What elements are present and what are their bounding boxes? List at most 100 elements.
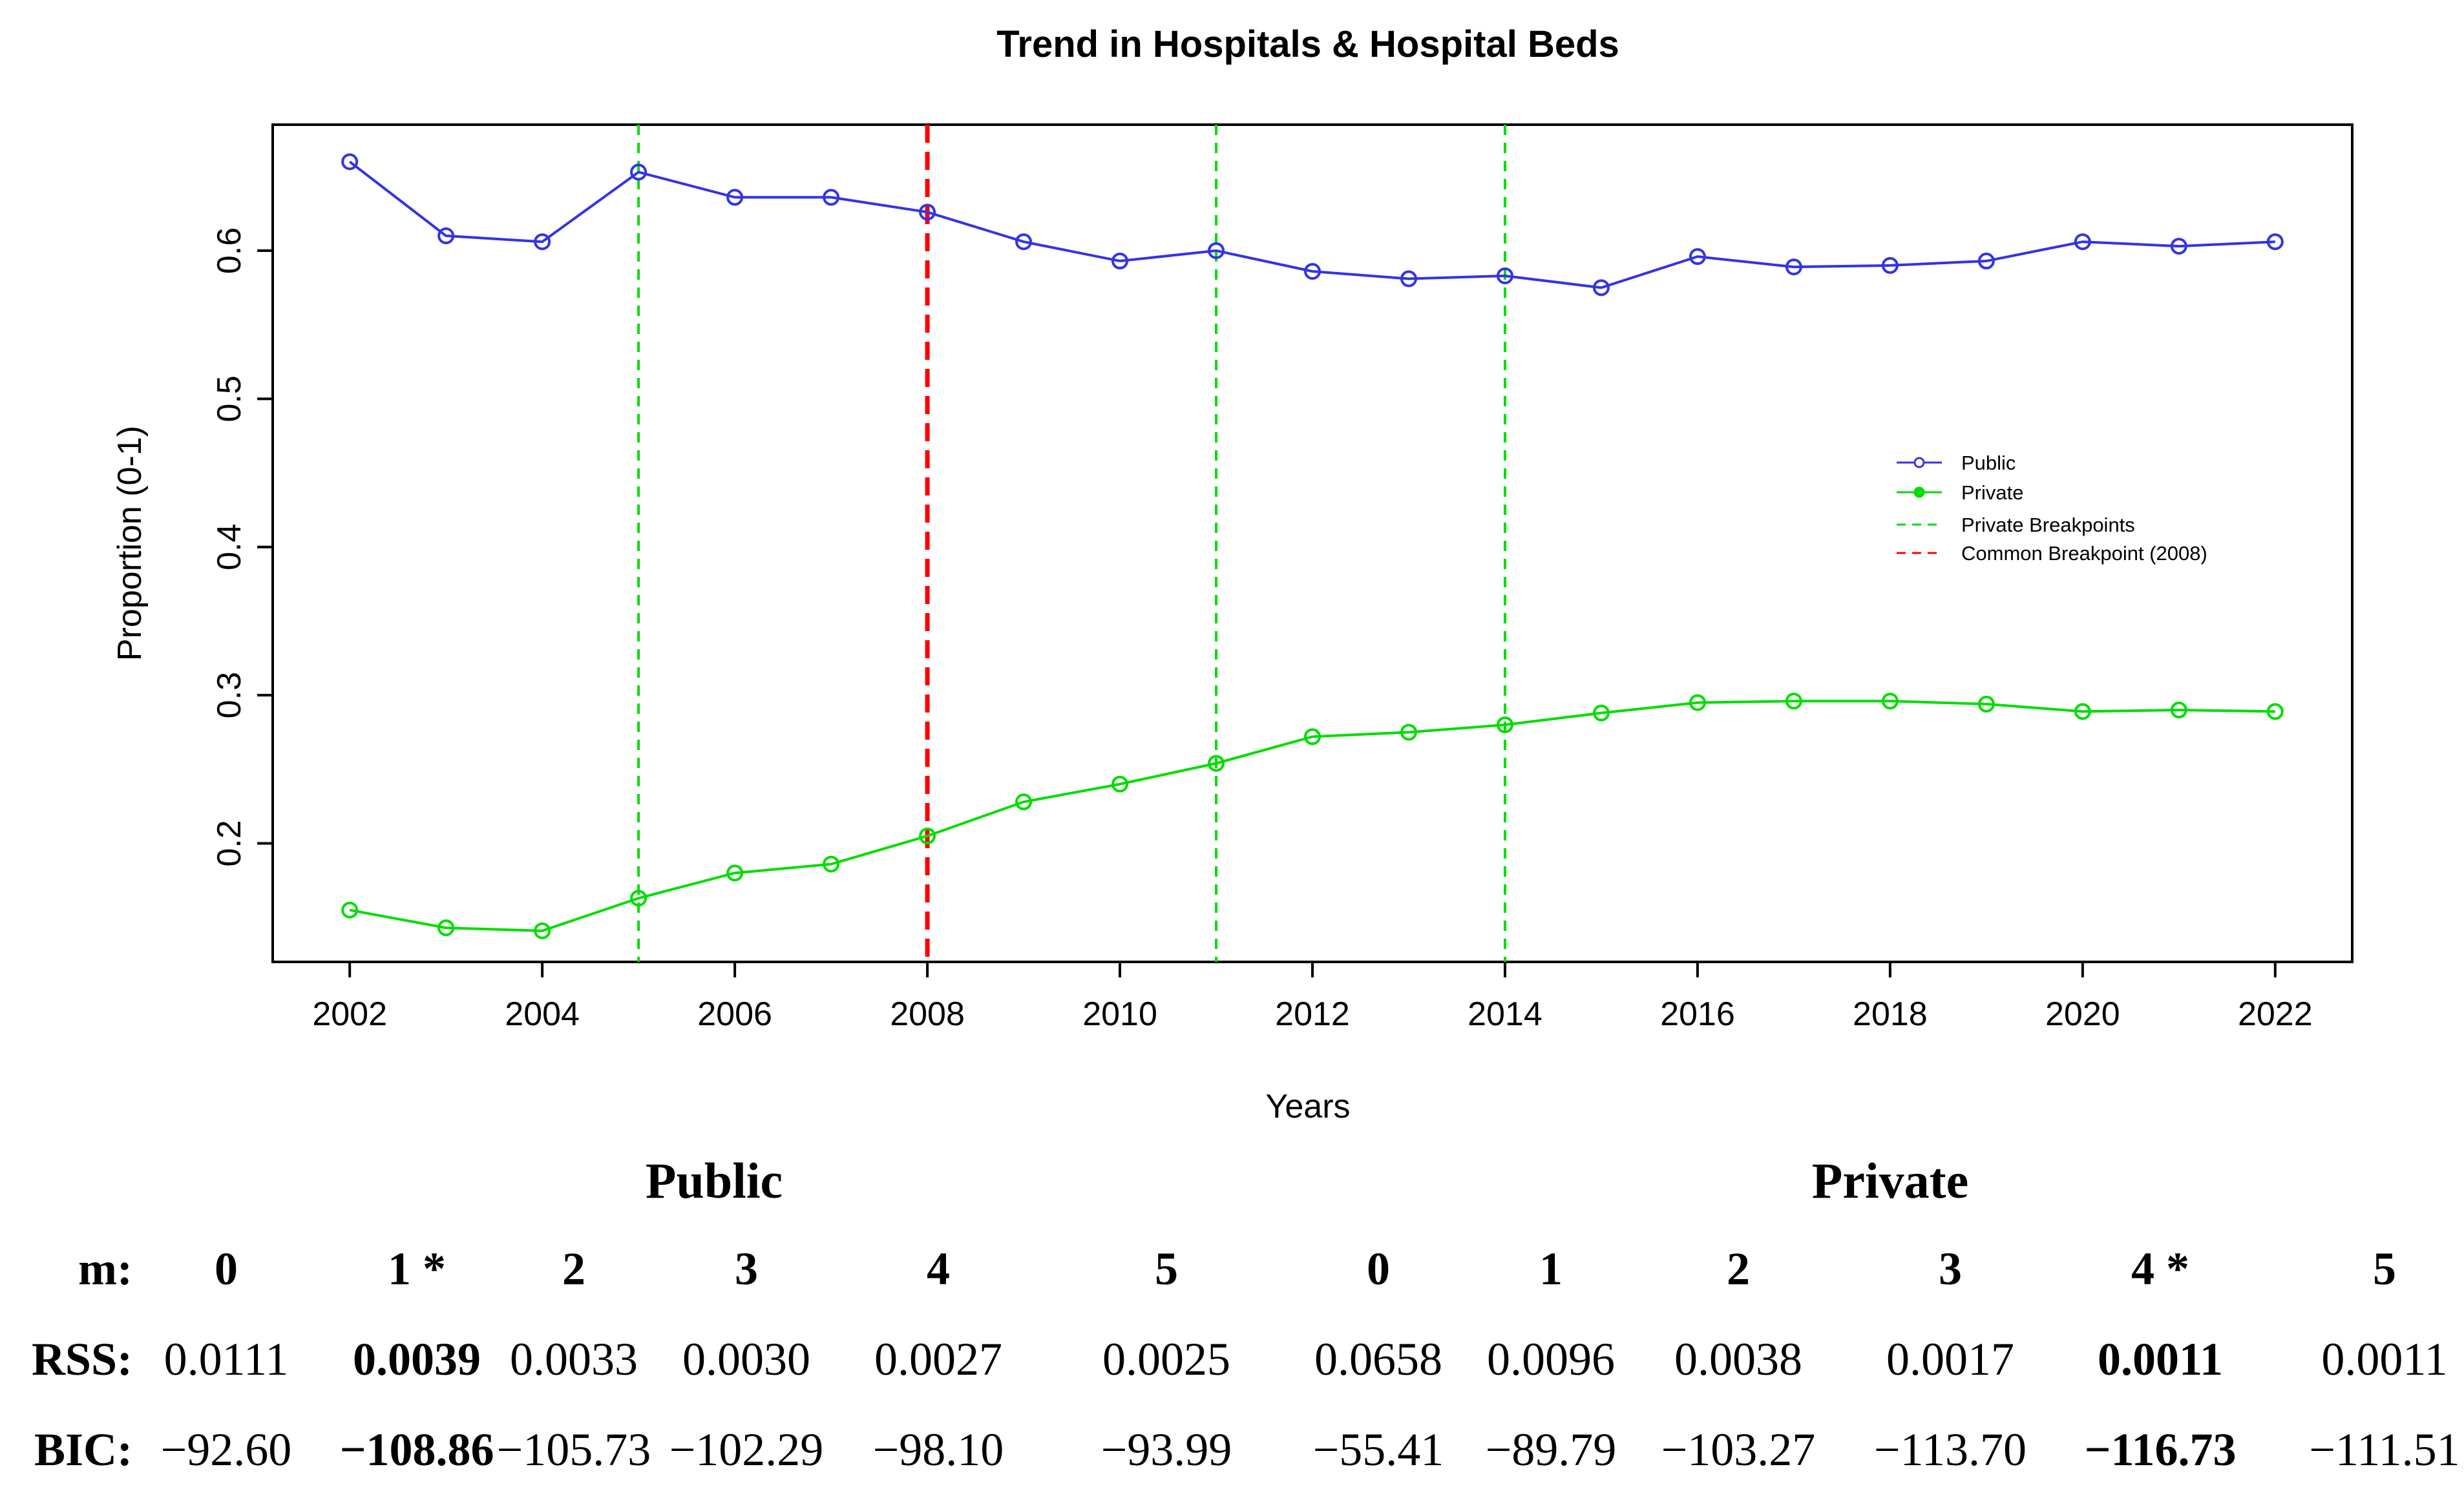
legend-marker-private [1913, 486, 1925, 498]
table-cell-m-9: 3 [1939, 1243, 1962, 1295]
private-point-2016 [1689, 694, 1706, 711]
x-tick-label-2022: 2022 [2238, 996, 2313, 1033]
table-cell-bic-8: −103.27 [1661, 1424, 1816, 1475]
table-cell-bic-6: −55.41 [1312, 1424, 1444, 1475]
public-point-2022 [2266, 233, 2284, 251]
private-point-2002 [341, 901, 359, 919]
x-tick-label-2010: 2010 [1082, 996, 1157, 1033]
public-point-2009 [1015, 233, 1033, 251]
private-point-2008 [919, 828, 936, 845]
group-title-private: Private [1811, 1152, 1969, 1209]
table-cell-m-2: 2 [562, 1243, 585, 1295]
table-cell-bic-9: −113.70 [1874, 1424, 2027, 1475]
private-point-2011 [1208, 755, 1225, 772]
table-cell-rss-9: 0.0017 [1886, 1333, 2014, 1385]
table-cell-m-8: 2 [1727, 1243, 1750, 1295]
public-point-2016 [1689, 248, 1706, 266]
private-point-2018 [1881, 693, 1899, 710]
public-point-2017 [1785, 258, 1802, 276]
x-tick-label-2020: 2020 [2045, 996, 2120, 1033]
table-cell-bic-2: −105.73 [496, 1424, 651, 1475]
group-title-public: Public [645, 1152, 783, 1209]
public-point-2012 [1304, 263, 1321, 280]
x-tick-label-2006: 2006 [697, 996, 772, 1033]
public-point-2005 [630, 163, 648, 181]
public-point-2021 [2170, 238, 2187, 255]
y-axis: 0.2 0.3 0.4 0.5 0.6 [211, 227, 273, 867]
private-point-2006 [726, 864, 744, 882]
public-point-2020 [2074, 233, 2091, 251]
public-point-2011 [1208, 242, 1225, 259]
table-cell-rss-1: 0.0039 [353, 1333, 481, 1385]
private-point-2003 [437, 919, 455, 937]
x-axis: 2002 2004 2006 2008 2010 2012 2014 2016 2018 2020… [312, 962, 2313, 1033]
y-tick-label-0.5: 0.5 [211, 375, 248, 422]
table-cell-rss-11: 0.0011 [2321, 1333, 2448, 1385]
legend-marker-public [1913, 457, 1925, 468]
table-cell-rss-3: 0.0030 [682, 1333, 810, 1385]
model-selection-table: Public Private m: RSS: BIC: 0 0.0111 −92.6… [0, 1150, 2464, 1491]
public-point-2010 [1111, 253, 1129, 270]
x-axis-label: Years [1265, 1088, 1350, 1125]
y-tick-label-0.2: 0.2 [211, 820, 248, 866]
private-point-2005 [630, 890, 648, 907]
x-tick-label-2018: 2018 [1853, 996, 1928, 1033]
public-point-2013 [1400, 270, 1417, 287]
y-tick-label-0.3: 0.3 [211, 672, 248, 718]
private-point-2015 [1592, 704, 1610, 722]
table-cell-bic-11: −111.51 [2309, 1424, 2460, 1475]
public-point-2006 [726, 189, 744, 206]
table-cell-rss-7: 0.0096 [1487, 1333, 1615, 1385]
public-point-2003 [437, 227, 455, 245]
public-point-2007 [823, 189, 840, 206]
table-cell-bic-0: −92.60 [160, 1424, 292, 1475]
breakpoint-lines [637, 125, 1506, 962]
table-cell-bic-1: −108.86 [339, 1424, 494, 1475]
line-chart: Trend in Hospitals & Hospital Beds 2002 2… [111, 23, 2353, 1125]
table-cell-m-6: 0 [1367, 1243, 1390, 1295]
legend: Public Private Private Breakpoints Common B… [1897, 452, 2207, 565]
table-cell-rss-5: 0.0025 [1102, 1333, 1230, 1385]
public-point-2004 [534, 233, 551, 251]
private-point-2010 [1111, 775, 1129, 793]
private-point-2012 [1304, 728, 1321, 746]
x-tick-label-2016: 2016 [1660, 996, 1735, 1033]
private-point-2021 [2170, 702, 2187, 719]
row-label-bic: BIC: [34, 1424, 132, 1475]
table-cell-rss-6: 0.0658 [1314, 1333, 1442, 1385]
table-cell-m-5: 5 [1155, 1243, 1178, 1295]
private-point-2004 [534, 922, 551, 939]
table-cell-rss-0: 0.0111 [163, 1333, 289, 1385]
table-cell-rss-2: 0.0033 [510, 1333, 638, 1385]
public-point-2019 [1977, 253, 1995, 270]
private-point-2007 [823, 855, 840, 873]
table-cell-bic-5: −93.99 [1100, 1424, 1232, 1475]
table-cell-m-11: 5 [2373, 1243, 2396, 1295]
x-tick-label-2004: 2004 [505, 996, 580, 1033]
public-series-line [348, 160, 2275, 289]
public-point-2015 [1592, 279, 1610, 297]
table-cell-m-4: 4 [927, 1243, 950, 1295]
row-label-rss: RSS: [31, 1333, 132, 1385]
private-point-2013 [1400, 724, 1417, 741]
table-cell-m-7: 1 [1539, 1243, 1563, 1295]
table-cell-m-10: 4 * [2131, 1243, 2189, 1295]
legend-label-private-breakpoints: Private Breakpoints [1961, 514, 2135, 536]
private-point-2019 [1977, 695, 1995, 713]
table-cell-m-3: 3 [735, 1243, 758, 1295]
table-cell-bic-4: −98.10 [872, 1424, 1004, 1475]
y-tick-label-0.6: 0.6 [211, 227, 248, 274]
legend-label-common-breakpoint-2008: Common Breakpoint (2008) [1961, 542, 2207, 565]
private-point-2022 [2266, 703, 2284, 720]
table-cell-rss-8: 0.0038 [1674, 1333, 1802, 1385]
row-label-m: m: [78, 1243, 132, 1295]
table-cell-rss-4: 0.0027 [874, 1333, 1002, 1385]
x-tick-label-2014: 2014 [1468, 996, 1543, 1033]
x-tick-label-2002: 2002 [312, 996, 387, 1033]
private-point-2020 [2074, 703, 2091, 720]
public-point-2014 [1496, 267, 1513, 284]
table-cell-bic-10: −116.73 [2084, 1424, 2237, 1475]
public-point-2008 [919, 203, 936, 221]
private-point-2009 [1015, 793, 1033, 811]
series-lines [341, 153, 2284, 939]
